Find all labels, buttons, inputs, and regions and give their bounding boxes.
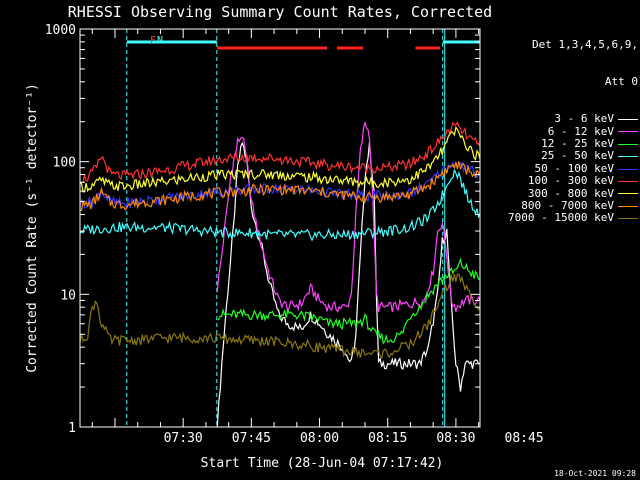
x-tick-label: 08:00: [300, 431, 339, 446]
y-tick-label: 1: [68, 421, 76, 436]
legend-swatch: [618, 143, 638, 145]
legend-item: 50 - 100 keV: [478, 161, 638, 175]
flag-bars: [126, 40, 480, 50]
legend-item: 3 - 6 keV: [478, 112, 638, 126]
plot-frame: [79, 28, 481, 428]
flag-label-n: N: [157, 35, 163, 46]
legend-label: 300 - 800 keV: [527, 186, 614, 200]
y-axis-label: Corrected Count Rate (s⁻¹ detector⁻¹): [25, 83, 40, 373]
legend-item: 300 - 800 keV: [478, 186, 638, 200]
legend-swatch: [618, 205, 638, 207]
x-axis: 07:30 07:45 08:00 08:15 08:30 08:45: [91, 29, 544, 446]
legend-item: 100 - 300 keV: [478, 174, 638, 188]
legend-swatch: [618, 118, 638, 120]
legend-swatch: [618, 168, 638, 170]
y-axis: 1 10 100 1000: [45, 23, 480, 436]
legend-rows: 3 - 6 keV 6 - 12 keV 12 - 25 keV 25 - 50 ke…: [478, 112, 638, 225]
legend-item: 12 - 25 keV: [478, 137, 638, 151]
series-line-6: [79, 125, 481, 193]
x-tick-label: 07:45: [232, 431, 271, 446]
series-line-1: [216, 122, 481, 314]
x-tick-label: 07:30: [164, 431, 203, 446]
legend-swatch: [618, 218, 638, 220]
legend-label: 3 - 6 keV: [554, 112, 614, 126]
series-line-7: [79, 161, 481, 212]
legend-label: 800 - 7000 keV: [521, 198, 614, 212]
legend-attenuator: Att 0: [604, 75, 638, 89]
legend-detectors: Det 1,3,4,5,6,9,: [532, 37, 638, 51]
chart-title: RHESSI Observing Summary Count Rates, Co…: [68, 3, 492, 21]
legend-item: 25 - 50 keV: [478, 150, 638, 162]
y-tick-label: 10: [60, 288, 76, 303]
legend-label: 50 - 100 keV: [534, 161, 614, 175]
series-line-5: [79, 121, 481, 185]
legend-swatch: [618, 131, 638, 133]
legend-label: 25 - 50 keV: [541, 149, 614, 163]
x-axis-label: Start Time (28-Jun-04 07:17:42): [201, 456, 444, 471]
x-tick-label: 08:45: [505, 431, 544, 446]
legend-swatch: [618, 156, 638, 158]
legend-label: 100 - 300 keV: [527, 174, 614, 188]
legend-label: 6 - 12 keV: [547, 124, 614, 138]
legend-item: 6 - 12 keV: [478, 124, 638, 138]
legend-item: 800 - 7000 keV: [478, 198, 638, 212]
y-tick-label: 1000: [45, 23, 76, 38]
x-tick-label: 08:15: [368, 431, 407, 446]
legend-swatch: [618, 193, 638, 195]
series-line-3: [79, 168, 481, 242]
series-group: [79, 121, 481, 428]
legend-swatch: [618, 180, 638, 182]
legend-label: 12 - 25 keV: [541, 137, 614, 151]
legend-label: 7000 - 15000 keV: [508, 211, 614, 225]
series-line-2: [217, 257, 481, 345]
x-tick-label: 08:30: [436, 431, 475, 446]
date-stamp: 18-Oct-2021 09:28: [554, 469, 636, 478]
flag-label-f: F: [150, 35, 156, 46]
y-tick-label: 100: [53, 156, 76, 171]
legend: Det 1,3,4,5,6,9, Att 0 3 - 6 keV 6 - 12 k…: [478, 14, 638, 237]
legend-item: 7000 - 15000 keV: [478, 211, 638, 225]
series-line-8: [79, 273, 481, 360]
